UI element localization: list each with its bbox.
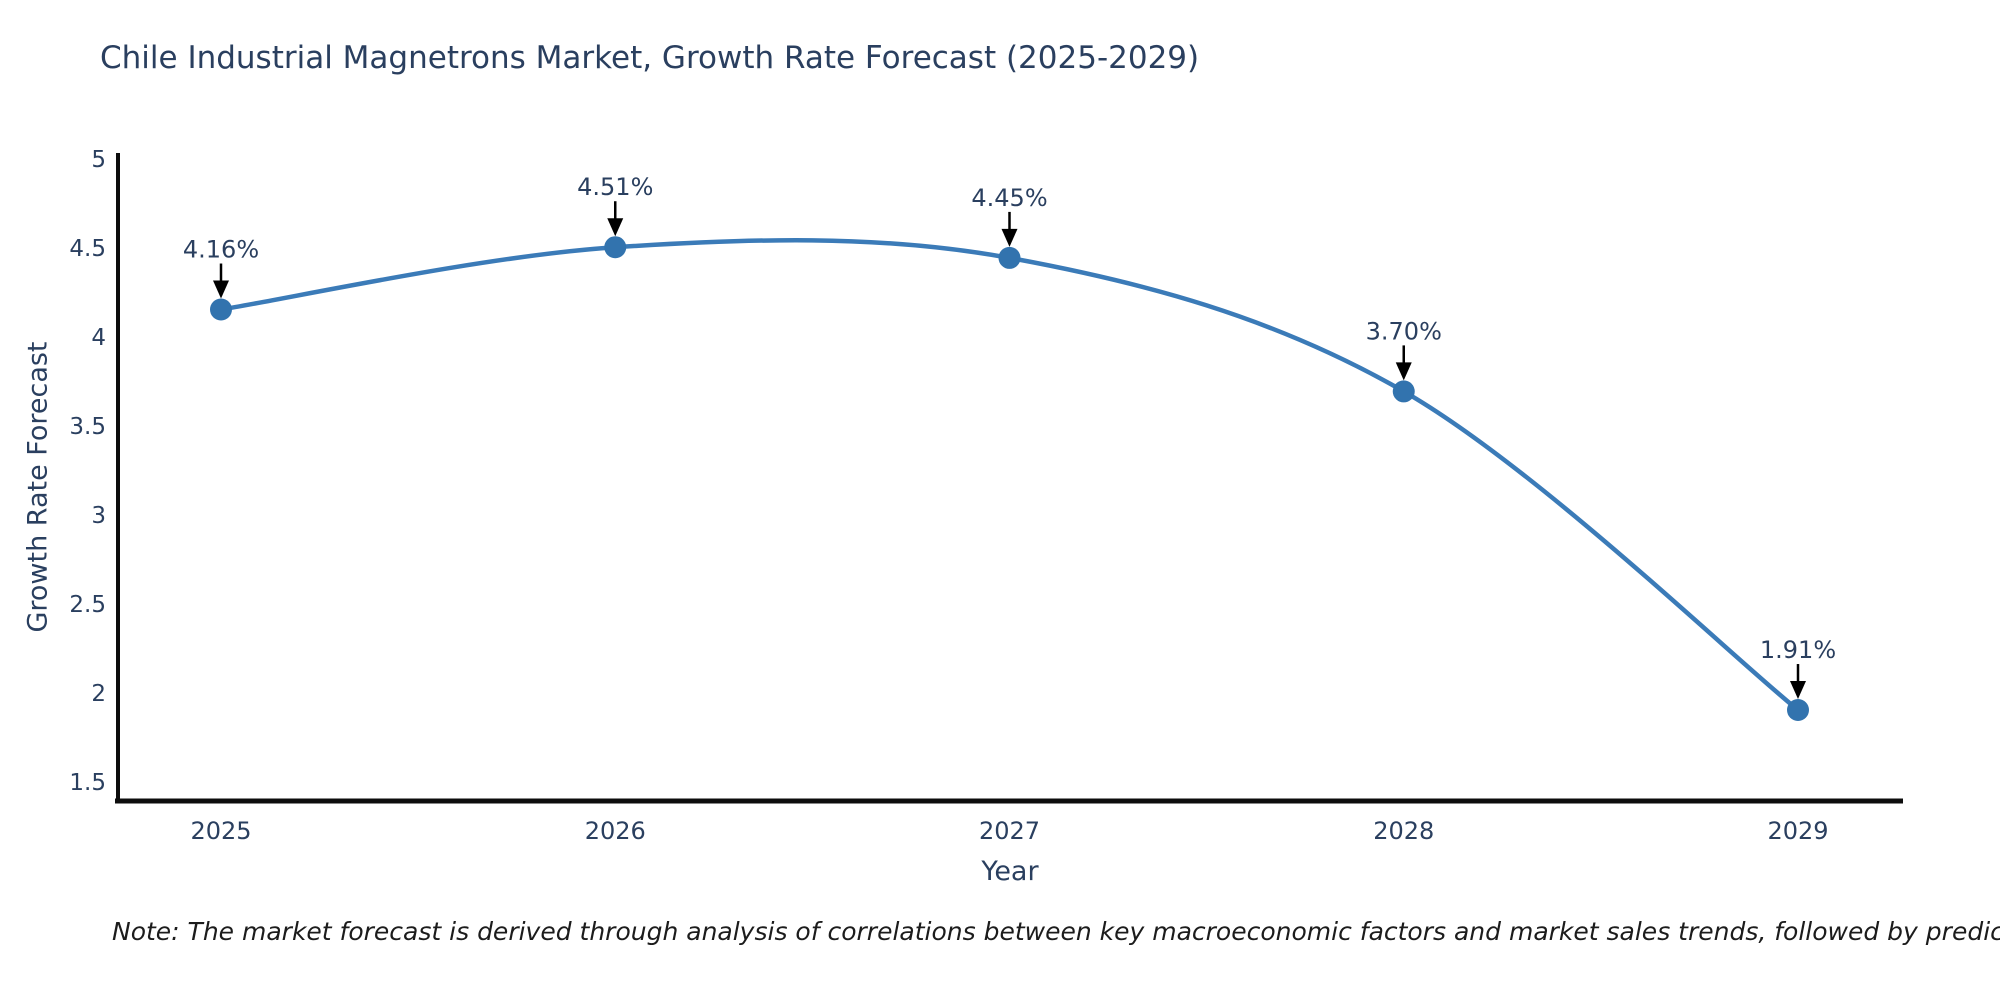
chart-title: Chile Industrial Magnetrons Market, Grow… xyxy=(100,40,1200,76)
x-tick-label: 2025 xyxy=(190,817,251,845)
annotation-arrowhead-icon xyxy=(1001,228,1018,247)
x-tick-label: 2028 xyxy=(1373,817,1434,845)
data-point[interactable] xyxy=(210,298,232,321)
annotation-label: 1.91% xyxy=(1760,636,1836,664)
footnote: Note: The market forecast is derived thr… xyxy=(112,917,2000,946)
y-tick-label: 5 xyxy=(91,147,106,173)
y-tick-label: 3 xyxy=(91,503,106,529)
y-tick-label: 1.5 xyxy=(69,770,106,796)
annotation-label: 4.51% xyxy=(577,173,653,201)
y-tick-label: 4 xyxy=(91,325,106,351)
y-tick-label: 2.5 xyxy=(69,592,106,618)
annotation-arrowhead-icon xyxy=(607,218,624,237)
y-axis-title: Growth Rate Forecast xyxy=(22,341,54,633)
x-tick-label: 2029 xyxy=(1767,817,1828,845)
annotation-arrowhead-icon xyxy=(213,280,229,299)
annotation-label: 4.45% xyxy=(971,184,1047,212)
data-point[interactable] xyxy=(1392,380,1415,403)
annotation-arrowhead-icon xyxy=(1395,362,1412,381)
data-point[interactable] xyxy=(604,236,627,259)
annotation-label: 3.70% xyxy=(1366,317,1442,345)
x-tick-label: 2027 xyxy=(979,817,1040,845)
x-axis-title: Year xyxy=(981,856,1039,887)
y-tick-label: 2 xyxy=(91,681,106,707)
data-point[interactable] xyxy=(1787,699,1809,722)
annotation-label: 4.16% xyxy=(183,236,259,264)
x-tick-label: 2026 xyxy=(585,817,646,845)
y-tick-label: 3.5 xyxy=(69,414,106,440)
trend-line xyxy=(218,237,1801,713)
data-point[interactable] xyxy=(998,246,1021,269)
y-tick-label: 4.5 xyxy=(69,236,106,262)
annotation-arrowhead-icon xyxy=(1790,681,1806,700)
